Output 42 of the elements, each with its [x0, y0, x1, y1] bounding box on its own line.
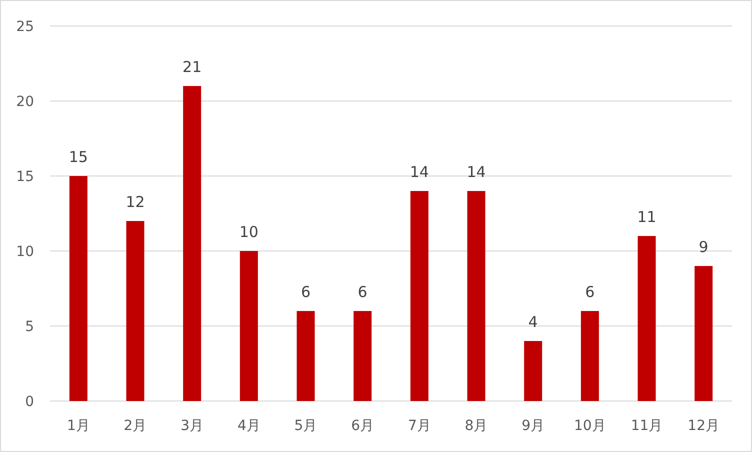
data-label: 4	[528, 313, 538, 331]
x-tick-label: 7月	[408, 418, 431, 434]
bar	[467, 191, 486, 401]
bar	[354, 311, 372, 401]
bar	[296, 311, 315, 401]
y-tick-label: 25	[16, 19, 34, 35]
x-tick-label: 6月	[351, 418, 374, 434]
x-tick-label: 3月	[180, 418, 204, 434]
data-label: 12	[126, 193, 145, 211]
data-label: 9	[698, 238, 708, 256]
bar	[183, 86, 202, 401]
data-label: 21	[182, 58, 202, 76]
data-label: 6	[300, 283, 311, 301]
y-tick-label: 20	[16, 94, 34, 110]
x-tick-label: 4月	[237, 418, 260, 434]
bar	[694, 266, 713, 401]
x-tick-label: 9月	[522, 418, 545, 434]
data-label: 6	[585, 283, 595, 301]
data-label: 14	[466, 163, 486, 181]
bar	[638, 236, 656, 401]
y-tick-label: 15	[16, 169, 34, 185]
bar	[524, 341, 542, 401]
bar	[580, 311, 599, 401]
bar	[240, 251, 258, 401]
y-tick-label: 10	[16, 244, 34, 260]
bar	[126, 221, 144, 401]
bar	[410, 191, 428, 401]
data-label: 10	[239, 223, 258, 241]
y-tick-label: 5	[25, 319, 34, 335]
x-tick-label: 1月	[66, 418, 90, 434]
data-label: 14	[410, 163, 429, 181]
x-tick-label: 11月	[630, 418, 663, 434]
x-tick-label: 8月	[464, 418, 488, 434]
x-tick-label: 5月	[294, 418, 318, 434]
data-label: 15	[68, 148, 88, 166]
y-tick-label: 0	[25, 394, 34, 410]
x-tick-label: 10月	[574, 418, 606, 434]
x-tick-label: 2月	[124, 418, 147, 434]
data-label: 11	[637, 208, 656, 226]
bar	[69, 176, 88, 401]
data-label: 6	[358, 283, 368, 301]
x-tick-label: 12月	[688, 418, 720, 434]
